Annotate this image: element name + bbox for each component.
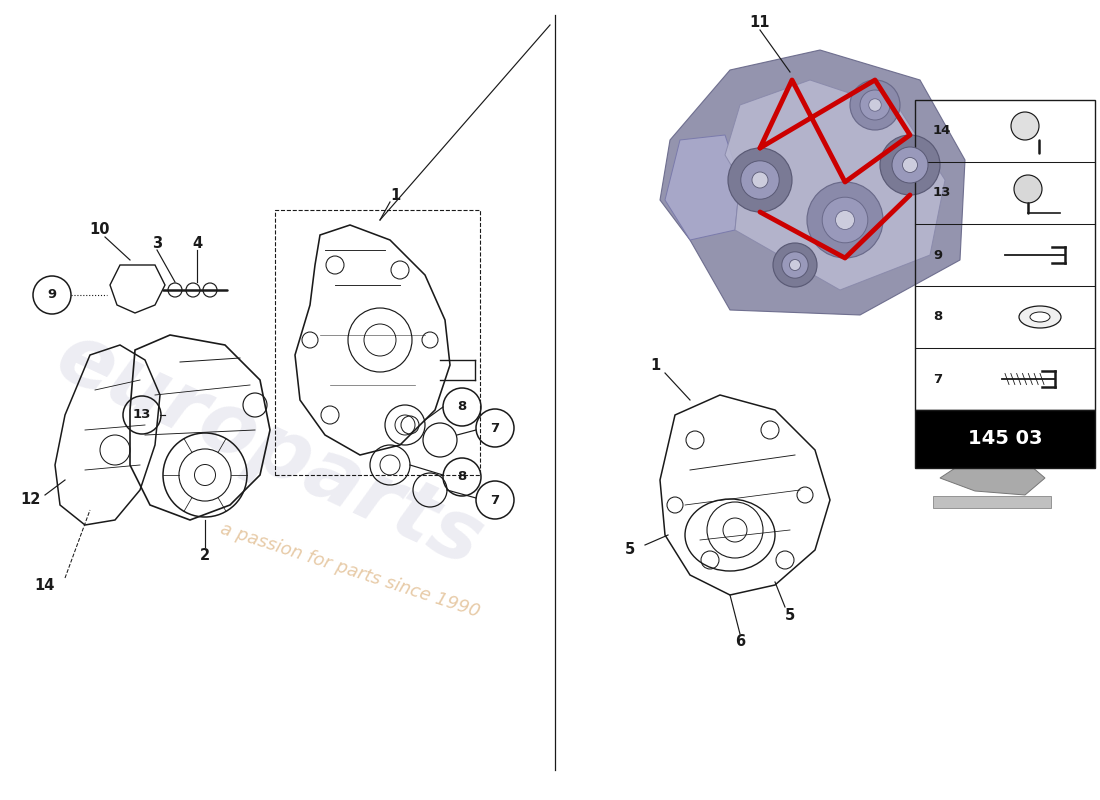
Circle shape: [892, 147, 928, 183]
Text: 9: 9: [47, 289, 56, 302]
Ellipse shape: [1019, 306, 1062, 328]
Circle shape: [822, 198, 868, 242]
Text: 5: 5: [625, 542, 635, 558]
Polygon shape: [725, 80, 945, 290]
Text: a passion for parts since 1990: a passion for parts since 1990: [218, 519, 482, 621]
Text: 7: 7: [491, 494, 499, 506]
Circle shape: [790, 259, 801, 270]
Ellipse shape: [1030, 312, 1050, 322]
Circle shape: [773, 243, 817, 287]
Text: europarts: europarts: [44, 316, 496, 584]
Text: 10: 10: [90, 222, 110, 238]
Circle shape: [880, 135, 940, 195]
Bar: [915, 100, 1094, 410]
Bar: [915, 410, 1094, 468]
Circle shape: [860, 90, 890, 120]
Text: 5: 5: [785, 607, 795, 622]
Circle shape: [869, 98, 881, 111]
Circle shape: [740, 161, 779, 199]
Text: 12: 12: [20, 493, 41, 507]
Text: 8: 8: [458, 401, 466, 414]
Circle shape: [850, 80, 900, 130]
Text: 13: 13: [933, 186, 952, 199]
Text: 11: 11: [750, 14, 770, 30]
Circle shape: [782, 252, 808, 278]
Text: 7: 7: [933, 373, 942, 386]
Text: 1: 1: [650, 358, 660, 373]
Polygon shape: [940, 455, 1045, 495]
Text: 1: 1: [389, 187, 400, 202]
Circle shape: [836, 210, 855, 230]
Circle shape: [1014, 175, 1042, 203]
Text: 8: 8: [933, 310, 943, 323]
Text: 9: 9: [933, 249, 942, 262]
Circle shape: [902, 158, 917, 173]
Polygon shape: [666, 135, 740, 240]
Text: 3: 3: [152, 235, 162, 250]
Polygon shape: [660, 50, 965, 315]
Text: 8: 8: [458, 470, 466, 483]
Bar: [275, 210, 480, 475]
Text: 14: 14: [35, 578, 55, 593]
Circle shape: [1011, 112, 1040, 140]
Bar: [933, 496, 1050, 508]
Text: 6: 6: [735, 634, 745, 650]
Text: 13: 13: [133, 409, 151, 422]
Circle shape: [807, 182, 883, 258]
Text: 2: 2: [200, 547, 210, 562]
Circle shape: [752, 172, 768, 188]
Text: 145 03: 145 03: [968, 430, 1043, 449]
Circle shape: [728, 148, 792, 212]
Text: 14: 14: [933, 125, 952, 138]
Text: 7: 7: [491, 422, 499, 434]
Text: 4: 4: [191, 235, 202, 250]
